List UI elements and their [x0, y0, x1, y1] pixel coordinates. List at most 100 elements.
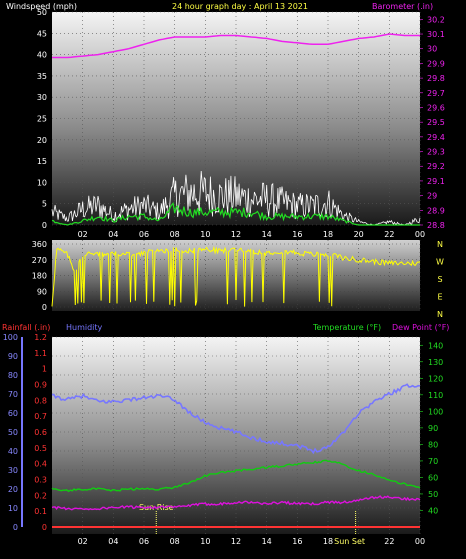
baro-y-tick-label: 29.8 [427, 74, 445, 83]
humidity-y-tick-label: 30 [8, 466, 18, 475]
wind-x-tick-label: 00 [415, 230, 425, 239]
rain-y-tick-label: 0.9 [34, 381, 47, 390]
chart-title: 24 hour graph day : April 13 2021 [172, 2, 308, 11]
wind-y-tick-label: 25 [37, 115, 47, 124]
wind-y-tick-label: 50 [37, 8, 47, 17]
temp-axis-title: Temperature (°F) [312, 323, 381, 332]
compass-label: N [437, 240, 443, 249]
direction-y-tick-label: 180 [32, 272, 47, 281]
baro-y-tick-label: 29.7 [427, 89, 445, 98]
climate-x-tick-label: 18 [323, 537, 333, 546]
wind-panel-axes: 0 5 10 15 20 25 30 35 40 45 50 28.8 28.9 29 29.1 29.2 29… [37, 8, 445, 239]
baro-y-tick-label: 29.9 [427, 59, 445, 68]
baro-y-tick-label: 30.1 [427, 30, 445, 39]
climate-x-tick-label: 16 [292, 537, 302, 546]
baro-axis-title: Barometer (.in) [372, 2, 433, 11]
humidity-y-tick-label: 40 [8, 447, 18, 456]
wind-y-tick-label: 0 [42, 221, 47, 230]
direction-panel-series [51, 245, 421, 307]
baro-y-tick-label: 29.1 [427, 177, 445, 186]
rain-y-tick-label: 0.1 [34, 507, 47, 516]
wind-y-tick-label: 30 [37, 93, 47, 102]
baro-y-tick-label: 29.2 [427, 162, 445, 171]
rain-y-tick-label: 0 [42, 523, 47, 532]
compass-label: S [437, 275, 442, 284]
wind-y-tick-label: 40 [37, 51, 47, 60]
baro-y-tick-label: 28.9 [427, 206, 445, 215]
climate-x-tick-label: 22 [384, 537, 394, 546]
wind-x-tick-label: 22 [384, 230, 394, 239]
wind-y-tick-label: 10 [37, 178, 47, 187]
climate-panel-bg [52, 337, 420, 534]
climate-panel-axes: 010203040506070809010000.10.20.30.40.50.… [3, 333, 444, 546]
temp-y-tick-label: 120 [428, 374, 443, 383]
temp-y-tick-label: 80 [428, 440, 438, 449]
wind-x-tick-label: 16 [292, 230, 302, 239]
wind-x-tick-label: 08 [170, 230, 180, 239]
climate-x-tick-label: 00 [415, 537, 425, 546]
wind-y-tick-label: 15 [37, 157, 47, 166]
wind-panel-series [51, 33, 421, 226]
rain-axis-title: Rainfall (.in) [2, 323, 50, 332]
humidity-y-tick-label: 0 [13, 523, 18, 532]
direction-y-tick-label: 270 [32, 256, 47, 265]
wind-x-tick-label: 02 [78, 230, 88, 239]
compass-label: E [437, 293, 442, 302]
temp-y-tick-label: 60 [428, 473, 438, 482]
direction-y-tick-label: 0 [42, 303, 47, 312]
wind-gust-series [51, 170, 421, 226]
wind-y-tick-label: 35 [37, 72, 47, 81]
wind-avg-series [51, 202, 420, 226]
temp-y-tick-label: 140 [428, 341, 443, 350]
wind-x-tick-label: 20 [354, 230, 364, 239]
rain-y-tick-label: 0.6 [34, 428, 47, 437]
baro-y-tick-label: 29.5 [427, 118, 445, 127]
rain-y-tick-label: 0.8 [34, 396, 47, 405]
rain-y-tick-label: 0.3 [34, 476, 47, 485]
baro-y-tick-label: 28.8 [427, 221, 445, 230]
baro-y-tick-label: 29.4 [427, 133, 445, 142]
baro-y-tick-label: 29 [427, 192, 437, 201]
wind-y-tick-label: 5 [42, 200, 47, 209]
temp-y-tick-label: 50 [428, 490, 438, 499]
climate-x-tick-label: 02 [78, 537, 88, 546]
humidity-y-tick-label: 20 [8, 485, 18, 494]
climate-x-tick-label: 06 [139, 537, 149, 546]
humidity-y-tick-label: 100 [3, 333, 18, 342]
temperature-series [51, 459, 421, 493]
wind-x-tick-label: 04 [108, 230, 118, 239]
dew-axis-title: Dew Point (°F) [392, 323, 449, 332]
baro-y-tick-label: 29.6 [427, 103, 445, 112]
baro-y-tick-label: 30.2 [427, 15, 445, 24]
wind-x-tick-label: 06 [139, 230, 149, 239]
temp-y-tick-label: 130 [428, 358, 443, 367]
barometer-series [52, 33, 420, 59]
wind-x-tick-label: 10 [200, 230, 210, 239]
rain-y-tick-label: 0.7 [34, 412, 47, 421]
wind-y-tick-label: 20 [37, 136, 47, 145]
temp-y-tick-label: 110 [428, 391, 443, 400]
humidity-series [51, 383, 421, 455]
temp-y-tick-label: 90 [428, 424, 438, 433]
baro-y-tick-label: 29.3 [427, 148, 445, 157]
baro-y-tick-label: 30 [427, 45, 437, 54]
rain-y-tick-label: 0.2 [34, 491, 47, 500]
wind-y-tick-label: 45 [37, 29, 47, 38]
humidity-y-tick-label: 10 [8, 504, 18, 513]
climate-x-tick-label: 08 [170, 537, 180, 546]
humidity-axis-title: Humidity [66, 323, 103, 332]
direction-panel-axes: 0 90 180 270 360 [32, 240, 47, 312]
temp-y-tick-label: 40 [428, 506, 438, 515]
climate-x-tick-label: 04 [108, 537, 118, 546]
wind-x-tick-label: 14 [262, 230, 272, 239]
humidity-y-tick-label: 90 [8, 352, 18, 361]
humidity-y-tick-label: 50 [8, 428, 18, 437]
climate-x-tick-label: 12 [231, 537, 241, 546]
humidity-y-tick-label: 60 [8, 409, 18, 418]
rain-y-tick-label: 0.5 [34, 444, 47, 453]
direction-y-tick-label: 360 [32, 240, 47, 249]
rain-y-tick-label: 1.2 [34, 333, 47, 342]
